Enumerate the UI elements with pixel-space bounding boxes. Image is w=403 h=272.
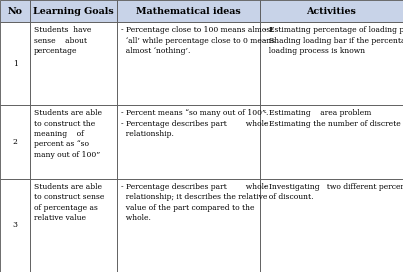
Text: - Percentage close to 100 means almost
  ‘all’ while percentage close to 0 means: - Percentage close to 100 means almost ‘…	[121, 26, 275, 55]
Bar	[0, 179, 30, 272]
Bar	[0, 0, 30, 22]
Bar	[117, 179, 260, 272]
Bar	[117, 22, 260, 105]
Bar	[0, 22, 30, 105]
Bar	[260, 22, 403, 105]
Bar	[30, 105, 117, 179]
Text: 3: 3	[12, 221, 18, 229]
Text: Learning Goals: Learning Goals	[33, 7, 114, 16]
Bar	[260, 105, 403, 179]
Text: Students are able
to construct sense
of percentage as
relative value: Students are able to construct sense of …	[34, 183, 105, 222]
Text: - Percentage describes part        whole
  relationship; it describes the relati: - Percentage describes part whole relati…	[121, 183, 268, 222]
Text: No: No	[8, 7, 23, 16]
Text: - Estimating percentage of loading process
- Shading loading bar if the percenta: - Estimating percentage of loading proce…	[264, 26, 403, 55]
Bar	[30, 0, 117, 22]
Bar	[30, 22, 117, 105]
Text: Mathematical ideas: Mathematical ideas	[136, 7, 241, 16]
Text: - Percent means “so many out of 100”.
- Percentage describes part        whole
 : - Percent means “so many out of 100”. - …	[121, 109, 268, 138]
Text: Activities: Activities	[307, 7, 356, 16]
Bar	[30, 179, 117, 272]
Bar	[117, 0, 260, 22]
Bar	[260, 0, 403, 22]
Text: - Investigating   two different percentages
  of discount.: - Investigating two different percentage…	[264, 183, 403, 201]
Text: Students are able
to construct the
meaning    of
percent as “so
many out of 100”: Students are able to construct the meani…	[34, 109, 102, 159]
Bar	[117, 105, 260, 179]
Text: Students  have
sense    about
percentage: Students have sense about percentage	[34, 26, 91, 55]
Bar	[0, 105, 30, 179]
Text: - Estimating    area problem
- Estimating the number of discrete objects: - Estimating area problem - Estimating t…	[264, 109, 403, 128]
Bar	[260, 179, 403, 272]
Text: 2: 2	[12, 138, 18, 146]
Text: 1: 1	[12, 60, 18, 68]
